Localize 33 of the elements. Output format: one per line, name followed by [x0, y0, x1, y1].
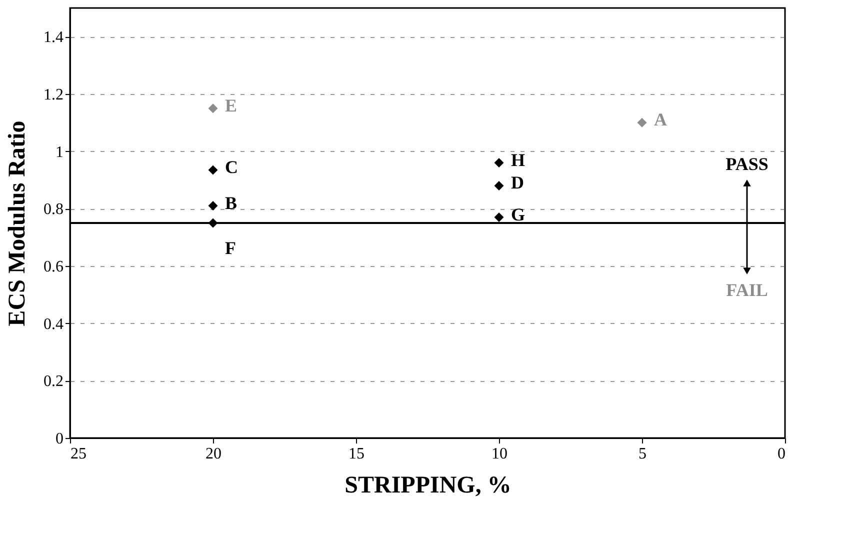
- x-tick-label: 0: [778, 446, 786, 462]
- y-tick-label: 0: [56, 430, 64, 448]
- y-tick-label: 0.8: [44, 201, 64, 218]
- annotation: A: [654, 110, 667, 130]
- point: [208, 104, 218, 114]
- point: [494, 180, 504, 190]
- annotation: E: [225, 95, 238, 116]
- annotation: F: [225, 238, 236, 258]
- point: [494, 212, 504, 222]
- y-tick-label: 1.4: [44, 29, 64, 46]
- y-tick-label: 0.2: [44, 373, 64, 390]
- point: [637, 118, 647, 128]
- annotation: PASS: [726, 154, 768, 174]
- annotation: H: [511, 150, 526, 170]
- point: [494, 158, 504, 168]
- x-tick-label: 25: [70, 446, 86, 462]
- y-tick-label: 1: [56, 144, 64, 161]
- x-tick-label: 15: [348, 446, 364, 462]
- point: [208, 201, 218, 211]
- x-tick-label: 10: [492, 446, 508, 462]
- x-axis-title: STRIPPING, %: [344, 472, 512, 498]
- y-tick-label: 0.6: [44, 258, 64, 276]
- point: [208, 165, 218, 175]
- y-axis-title: ECS Modulus Ratio: [4, 120, 30, 326]
- y-tick-label: 0.4: [44, 316, 64, 333]
- annotation: C: [225, 156, 238, 177]
- x-tick-label: 20: [206, 446, 222, 462]
- annotation: FAIL: [726, 280, 768, 300]
- x-tick-label: 5: [638, 446, 646, 462]
- y-tick-label: 1.2: [44, 86, 64, 104]
- annotation: D: [511, 172, 524, 193]
- annotation: G: [511, 204, 526, 224]
- annotation: B: [225, 192, 238, 213]
